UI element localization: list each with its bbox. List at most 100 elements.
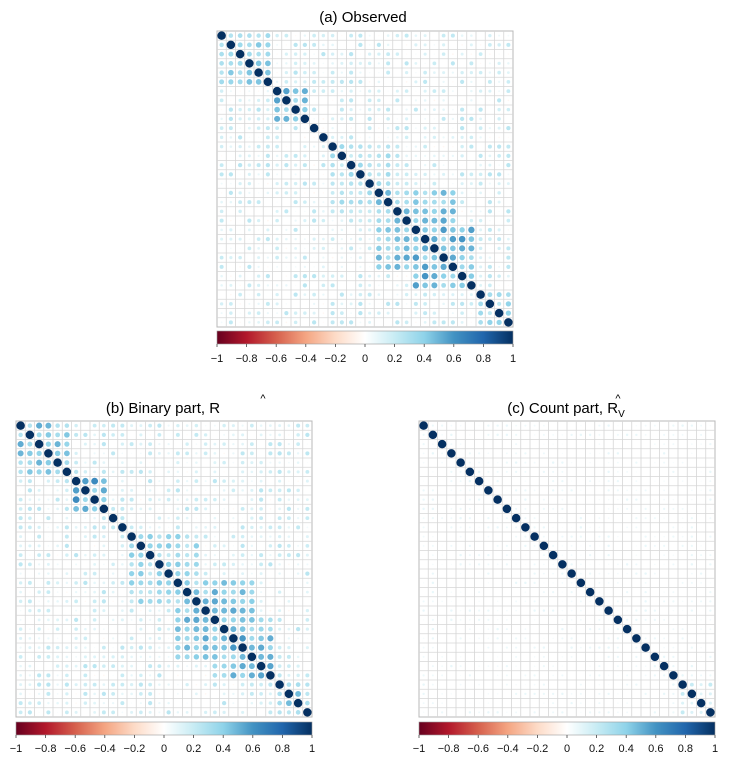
correlation-cell <box>505 424 509 427</box>
correlation-cell <box>340 163 344 167</box>
colorbar-tick-label: 0.8 <box>275 743 290 755</box>
correlation-cell <box>64 478 70 484</box>
correlation-cell <box>293 97 299 103</box>
correlation-cell <box>130 424 134 428</box>
correlation-cell <box>259 581 263 585</box>
correlation-cell <box>139 442 143 446</box>
correlation-cell <box>524 600 527 603</box>
correlation-cell <box>709 609 712 612</box>
correlation-cell <box>459 683 462 686</box>
correlation-cell <box>468 517 471 520</box>
correlation-cell <box>305 506 310 511</box>
correlation-cell <box>467 281 476 290</box>
correlation-cell <box>376 172 381 177</box>
correlation-cell <box>461 210 464 213</box>
correlation-cell <box>266 191 270 195</box>
correlation-cell <box>672 683 675 686</box>
correlation-cell <box>37 637 41 640</box>
correlation-cell <box>29 591 31 593</box>
correlation-cell <box>672 655 675 658</box>
correlation-cell <box>275 284 279 287</box>
correlation-cell <box>607 572 610 575</box>
correlation-cell <box>287 627 291 631</box>
correlation-cell <box>156 580 163 586</box>
correlation-cell <box>277 700 282 706</box>
correlation-cell <box>524 544 527 548</box>
correlation-cell <box>367 228 372 232</box>
correlation-cell <box>265 172 270 177</box>
correlation-cell <box>204 507 208 511</box>
correlation-cell <box>265 51 271 57</box>
correlation-cell <box>275 246 279 251</box>
correlation-cell <box>349 218 354 223</box>
correlation-cell <box>595 597 604 606</box>
correlation-cell <box>148 590 153 595</box>
correlation-cell <box>229 145 233 148</box>
correlation-cell <box>570 461 573 464</box>
correlation-cell <box>295 682 301 687</box>
correlation-cell <box>202 635 209 642</box>
correlation-cell <box>194 506 199 511</box>
correlation-cell <box>607 563 610 566</box>
correlation-cell <box>617 693 619 695</box>
correlation-cell <box>478 237 483 242</box>
correlation-cell <box>422 692 425 696</box>
correlation-cell <box>515 563 517 566</box>
correlation-cell <box>700 582 702 584</box>
colorbar-tick-label: −0.4 <box>295 353 317 365</box>
correlation-cell <box>461 44 463 46</box>
correlation-cell <box>214 702 216 704</box>
correlation-cell <box>561 554 564 556</box>
correlation-cell <box>37 627 41 631</box>
correlation-cell <box>241 433 245 437</box>
correlation-cell <box>450 218 456 224</box>
correlation-cell <box>84 600 87 603</box>
correlation-cell <box>185 498 189 501</box>
correlation-cell <box>551 692 555 696</box>
correlation-cell <box>138 682 143 687</box>
correlation-cell <box>349 237 353 241</box>
correlation-cell <box>83 691 88 696</box>
correlation-cell <box>460 172 465 177</box>
correlation-cell <box>452 108 454 111</box>
correlation-cell <box>267 182 269 185</box>
correlation-cell <box>644 517 647 520</box>
correlation-cell <box>691 498 693 501</box>
correlation-cell <box>75 563 78 566</box>
correlation-cell <box>232 683 235 686</box>
correlation-cell <box>452 145 454 148</box>
correlation-cell <box>441 199 446 205</box>
correlation-cell <box>616 489 619 492</box>
correlation-cell <box>213 544 217 548</box>
correlation-cell <box>221 663 227 669</box>
correlation-cell <box>452 99 454 102</box>
correlation-cell <box>505 664 509 668</box>
correlation-cell <box>505 470 508 473</box>
correlation-cell <box>468 226 475 234</box>
correlation-cell <box>312 181 317 186</box>
correlation-cell <box>709 480 712 483</box>
colorbar-tick-label: −0.2 <box>124 743 146 755</box>
correlation-cell <box>241 517 244 519</box>
correlation-cell <box>449 235 457 243</box>
correlation-cell <box>232 526 234 528</box>
correlation-cell <box>406 53 408 55</box>
correlation-cell <box>422 190 428 196</box>
correlation-cell <box>699 692 703 696</box>
correlation-cell <box>681 480 684 482</box>
correlation-cell <box>450 489 453 492</box>
correlation-cell <box>488 33 492 38</box>
correlation-cell <box>487 274 492 279</box>
correlation-cell <box>202 598 209 605</box>
colorbar-tick-label: 1 <box>712 743 718 755</box>
correlation-cell <box>690 664 694 668</box>
correlation-cell <box>103 628 105 630</box>
correlation-cell <box>111 682 116 687</box>
correlation-cell <box>635 517 638 520</box>
correlation-cell <box>589 461 591 464</box>
correlation-cell <box>259 609 263 613</box>
correlation-cell <box>663 600 666 603</box>
correlation-cell <box>470 89 473 93</box>
correlation-cell <box>120 701 125 706</box>
correlation-cell <box>468 526 471 529</box>
